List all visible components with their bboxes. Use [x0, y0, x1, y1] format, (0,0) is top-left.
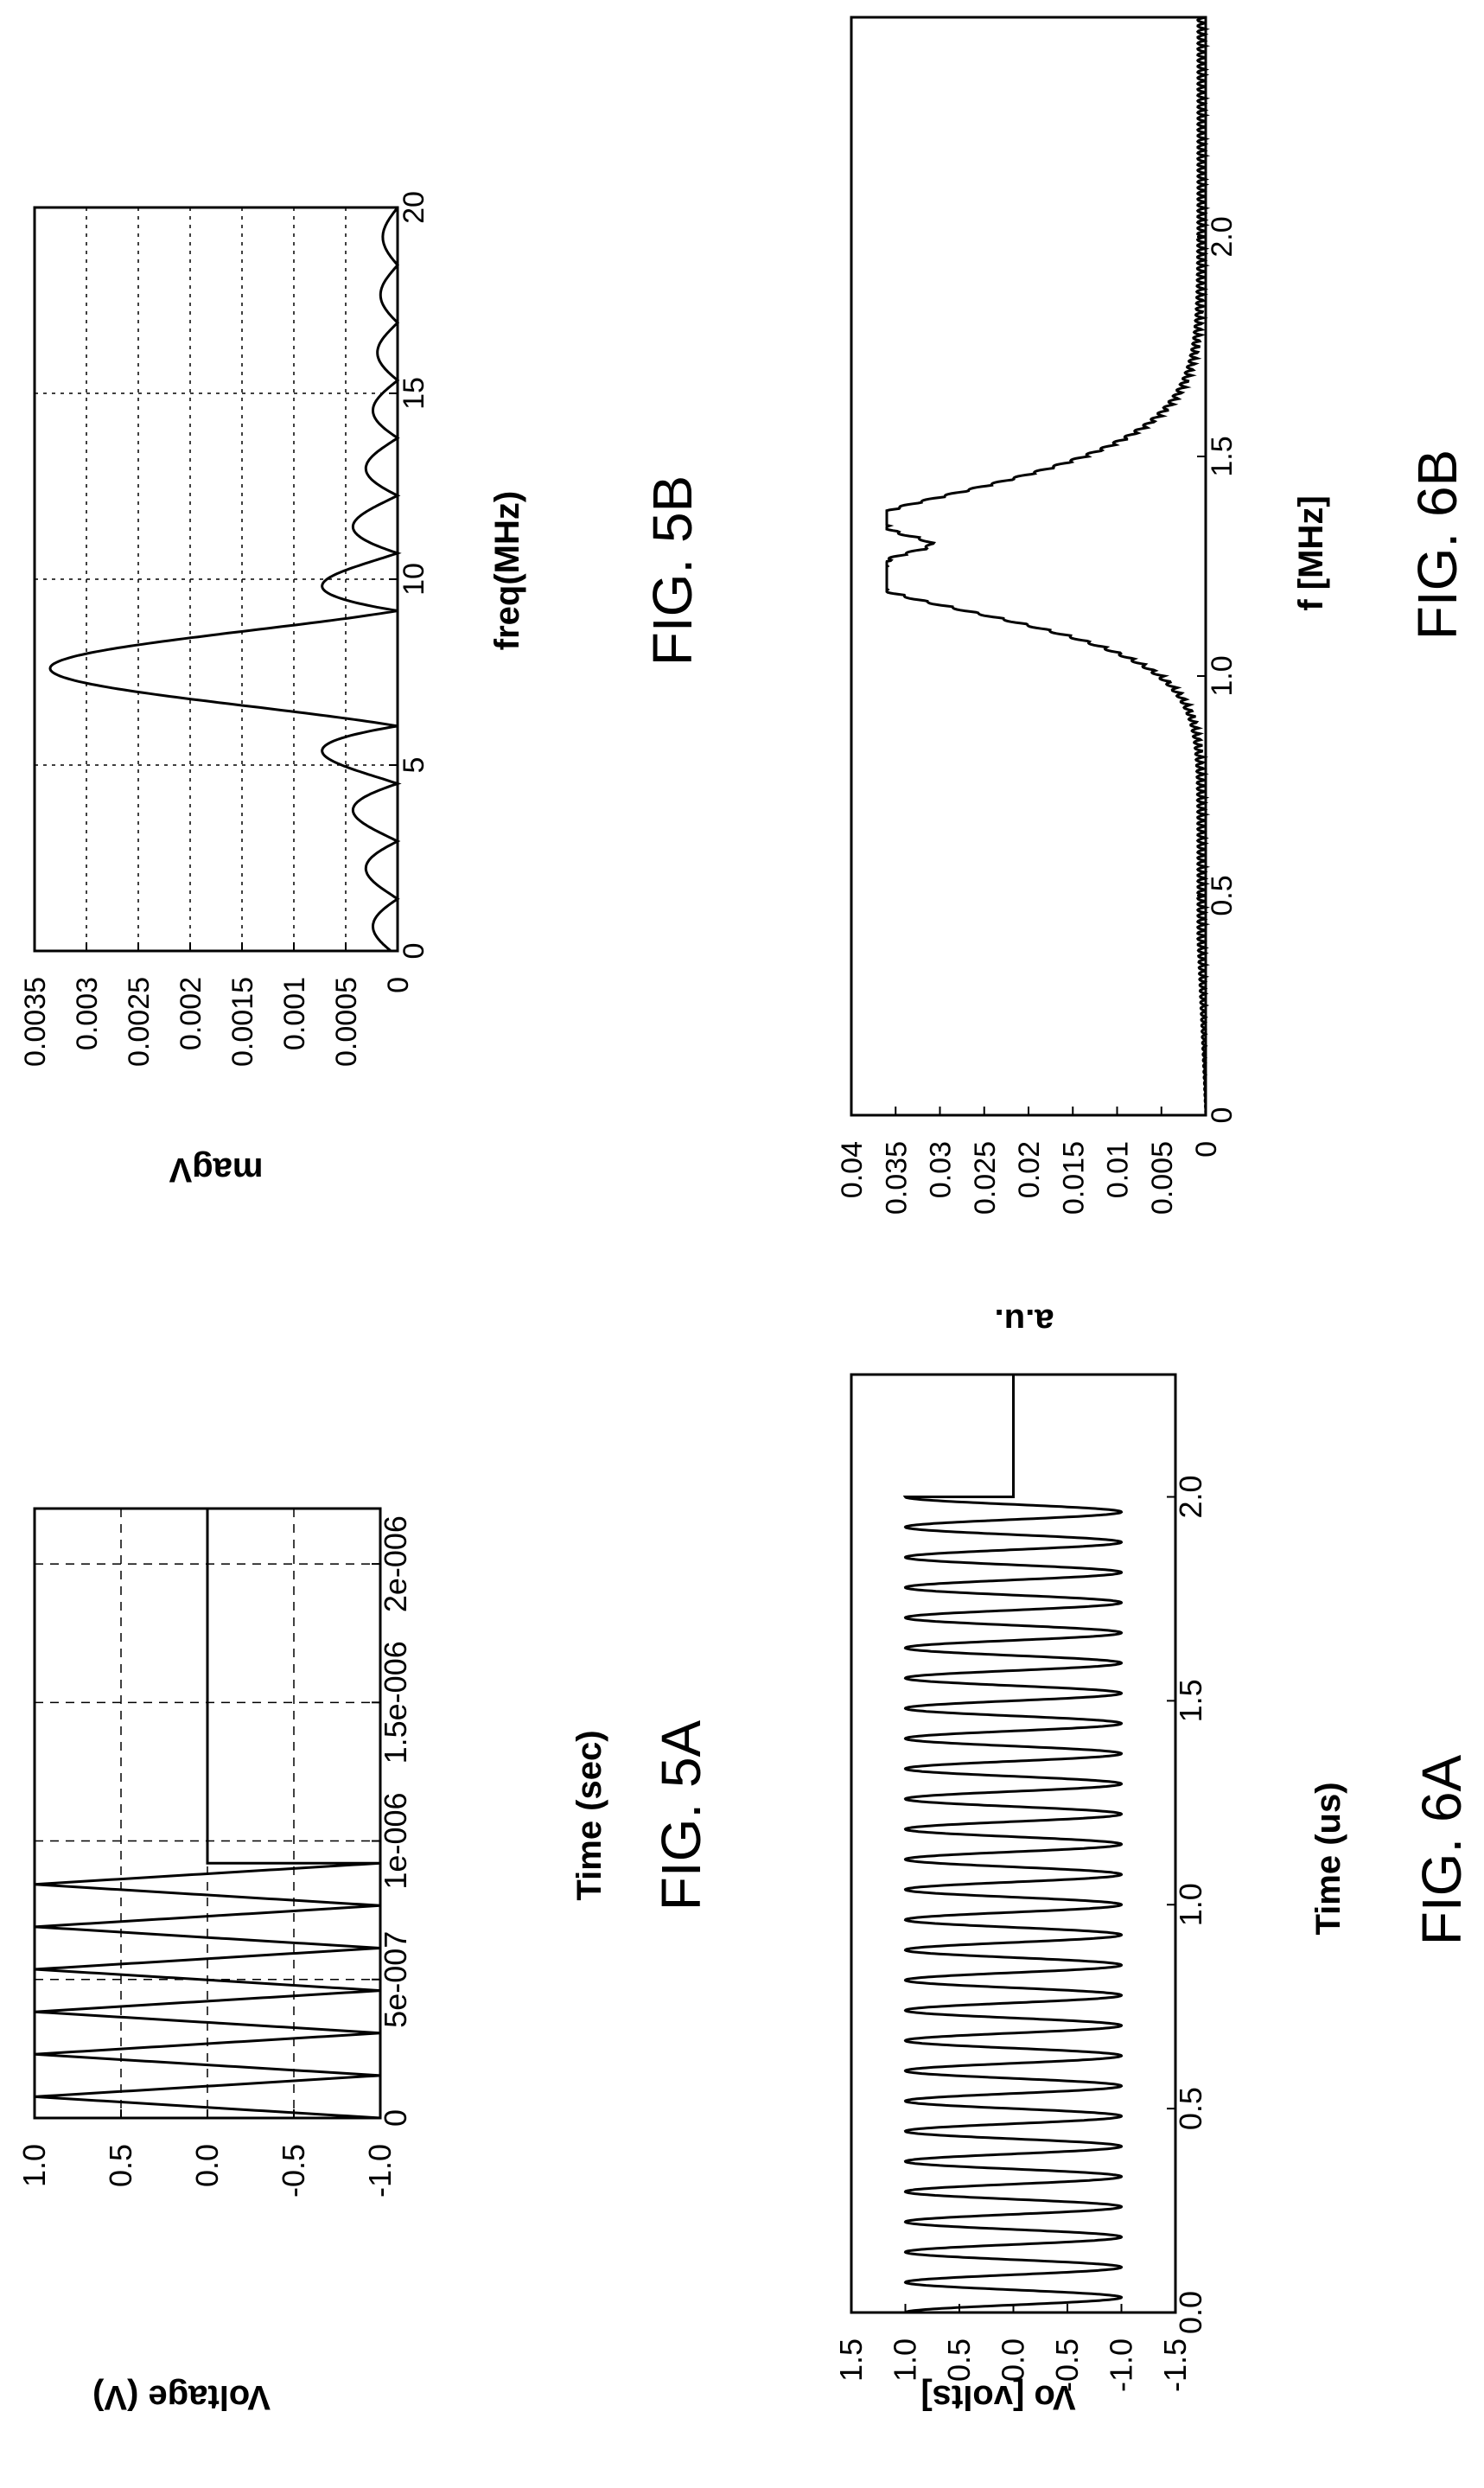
fig5b-x-tick-label: 15 — [398, 377, 430, 410]
fig-6a-ylabel: Vo [volts] — [920, 2378, 1075, 2416]
fig-6a-x-tick-labels: 0.0 0.5 1.0 1.5 2.0 — [1167, 1475, 1208, 2334]
fig-5b-chart: 0 5 10 15 20 0 0.0005 0.001 0.0015 0.002 0.0025 0.… — [19, 191, 704, 1189]
fig6b-y-tick-label: 0 — [1190, 1141, 1223, 1158]
fig6b-y-tick-label: 0.025 — [969, 1141, 1002, 1215]
fig5a-y-tick-label: -0.5 — [276, 2144, 311, 2198]
fig-5a-chart: 0 5e-007 1e-006 1.5e-006 2e-006 -1.0 -0.5 0.0 0… — [16, 1507, 712, 2416]
fig5a-x-tick-label: 5e-007 — [378, 1931, 413, 2028]
fig6b-y-tick-label: 0.04 — [836, 1141, 869, 1198]
fig6a-x-tick-label: 1.5 — [1173, 1679, 1208, 1722]
fig5b-y-tick-label: 0.0025 — [123, 977, 156, 1067]
fig5a-x-tick-label: 0 — [378, 2109, 413, 2127]
fig5a-y-tick-label: 0.0 — [189, 2144, 225, 2187]
fig5a-x-tick-label: 1.5e-006 — [378, 1641, 413, 1764]
fig-5b-gridlines — [35, 207, 398, 951]
fig6a-y-tick-label: 1.0 — [888, 2338, 923, 2382]
fig-6a-caption: FIG. 6A — [1411, 1754, 1473, 1945]
fig-5a-xlabel: Time (sec) — [570, 1730, 608, 1900]
fig-6a-plot-frame — [850, 1373, 1177, 2314]
fig5b-y-tick-label: 0.0035 — [19, 977, 52, 1067]
fig6a-x-tick-label: 2.0 — [1173, 1475, 1208, 1518]
fig6b-y-tick-label: 0.035 — [880, 1141, 913, 1215]
fig6b-x-tick-label: 1.0 — [1206, 655, 1239, 696]
fig5b-x-tick-label: 5 — [398, 757, 430, 774]
fig-6b-plot-frame — [850, 16, 1207, 1117]
fig-5b-x-tick-labels: 0 5 10 15 20 — [389, 191, 430, 959]
fig6a-y-tick-label: -0.5 — [1049, 2338, 1085, 2392]
fig5b-x-tick-label: 10 — [398, 563, 430, 596]
fig-6b-x-tick-labels: 0 0.5 1.0 1.5 2.0 — [1197, 216, 1239, 1123]
fig6a-x-tick-label: 1.0 — [1173, 1883, 1208, 1926]
fig6b-x-tick-label: 0 — [1206, 1107, 1239, 1124]
fig-6a-y-tick-labels: -1.5 -1.0 -0.5 0.0 0.5 1.0 1.5 — [833, 2304, 1193, 2392]
fig6a-x-tick-label: 0.5 — [1173, 2087, 1208, 2130]
fig6a-y-tick-label: -1.0 — [1104, 2338, 1139, 2392]
fig-6b-caption: FIG. 6B — [1406, 450, 1468, 641]
fig-5b-magnitude-series — [48, 207, 402, 953]
fig-5b-ylabel: magV — [169, 1151, 263, 1189]
fig5b-y-tick-label: 0 — [382, 977, 415, 993]
fig6a-y-tick-label: 0.5 — [941, 2338, 977, 2382]
fig6b-y-tick-label: 0.005 — [1146, 1141, 1179, 1215]
fig6b-y-tick-label: 0.01 — [1102, 1141, 1135, 1198]
fig-5a-voltage-series — [34, 1509, 381, 2120]
fig5b-y-tick-label: 0.0015 — [226, 977, 259, 1067]
fig-6a-chart: 0.0 0.5 1.0 1.5 2.0 -1.5 -1.0 -0.5 0.0 0.5 1.0 1.5… — [833, 1373, 1473, 2416]
fig5b-y-tick-label: 0.001 — [278, 977, 311, 1050]
fig-5a-y-tick-labels: -1.0 -0.5 0.0 0.5 1.0 — [16, 2109, 398, 2198]
fig6a-y-tick-label: 0.0 — [996, 2338, 1031, 2382]
fig-6b-chart: 0 0.5 1.0 1.5 2.0 0 0.005 0.01 0.015 0.02 0.025 0.… — [836, 16, 1468, 1340]
fig-5b-xlabel: freq(MHz) — [488, 491, 526, 650]
fig5b-y-tick-label: 0.003 — [71, 977, 104, 1050]
fig-6b-ylabel: a.u. — [995, 1302, 1054, 1340]
fig6a-y-tick-label: -1.5 — [1157, 2338, 1193, 2392]
fig-5a-ylabel: Voltage (V) — [92, 2378, 271, 2416]
fig-5b-caption: FIG. 5B — [641, 475, 704, 667]
fig6b-x-tick-label: 2.0 — [1206, 216, 1239, 257]
fig6a-y-tick-label: 1.5 — [833, 2338, 869, 2382]
fig-6a-output-voltage-series — [902, 1375, 1124, 2314]
fig6b-x-tick-label: 0.5 — [1206, 875, 1239, 915]
fig5b-y-tick-label: 0.0005 — [330, 977, 363, 1067]
fig-6a-xlabel: Time (us) — [1309, 1782, 1347, 1935]
fig6b-x-tick-label: 1.5 — [1206, 436, 1239, 476]
fig-6b-spectrum-series — [885, 16, 1211, 1115]
fig-6b-y-tick-labels: 0 0.005 0.01 0.015 0.02 0.025 0.03 0.035 0.04 — [836, 1107, 1223, 1215]
fig5a-y-tick-label: 1.0 — [16, 2144, 52, 2187]
fig5b-x-tick-label: 0 — [398, 943, 430, 960]
fig-5b-y-tick-labels: 0 0.0005 0.001 0.0015 0.002 0.0025 0.003 0.0035 — [19, 942, 415, 1067]
fig5b-x-tick-label: 20 — [398, 191, 430, 224]
fig-5a-caption: FIG. 5A — [650, 1719, 712, 1911]
fig5a-y-tick-label: 0.5 — [103, 2144, 138, 2187]
fig5a-x-tick-label: 2e-006 — [378, 1515, 413, 1612]
fig6b-y-tick-label: 0.02 — [1013, 1141, 1046, 1198]
fig-6b-xlabel: f [MHz] — [1292, 495, 1330, 610]
fig5a-y-tick-label: -1.0 — [362, 2144, 398, 2198]
fig-5a-x-tick-labels: 0 5e-007 1e-006 1.5e-006 2e-006 — [372, 1515, 413, 2127]
fig5a-x-tick-label: 1e-006 — [378, 1792, 413, 1889]
fig6b-y-tick-label: 0.03 — [925, 1141, 958, 1198]
fig6b-y-tick-label: 0.015 — [1057, 1141, 1090, 1215]
fig6a-x-tick-label: 0.0 — [1173, 2291, 1208, 2334]
fig5b-y-tick-label: 0.002 — [175, 977, 207, 1050]
